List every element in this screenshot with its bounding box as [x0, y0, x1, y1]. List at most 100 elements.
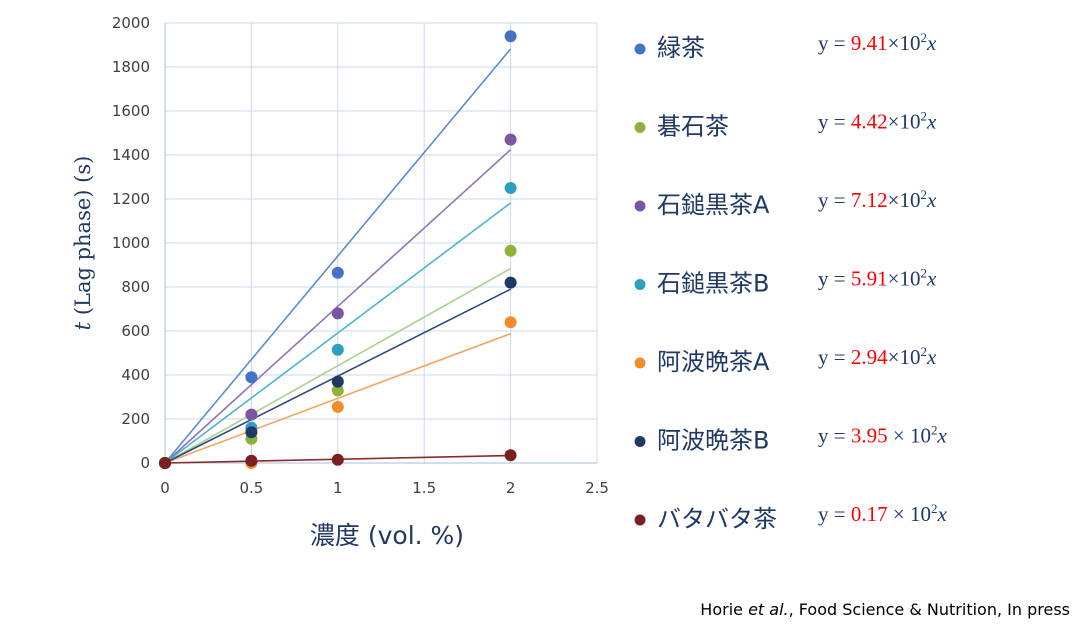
legend-marker — [634, 200, 646, 212]
equation-times: × — [888, 345, 900, 369]
legend-item: 緑茶 y = 9.41×102x — [634, 30, 937, 62]
equation-exponent: 2 — [920, 109, 927, 124]
data-point-7 — [504, 449, 517, 462]
y-tick-label: 2000 — [112, 14, 150, 32]
legend-label: 石鎚黒茶B — [657, 270, 769, 298]
equation-prefix: y = — [818, 424, 851, 448]
legend-label: 阿波晩茶A — [657, 348, 770, 376]
equation-base: 10 — [899, 267, 920, 291]
legend-item: 碁石茶 y = 4.42×102x — [634, 109, 937, 141]
citation: Horie et al., Food Science & Nutrition, … — [700, 600, 1070, 619]
legend-label: 緑茶 — [657, 34, 705, 62]
equation-exponent: 2 — [920, 187, 927, 202]
equation-base: 10 — [910, 424, 931, 448]
trendline-1 — [164, 48, 512, 464]
citation-source: , Food Science & Nutrition, In press — [789, 600, 1070, 619]
fit-equation: y = 7.12×102x — [818, 187, 937, 212]
equation-coefficient: 4.42 — [851, 110, 888, 134]
fit-equation: y = 3.95 × 102x — [818, 423, 947, 448]
trendline-2 — [164, 267, 511, 464]
legend-item: 阿波晩茶B y = 3.95 × 102x — [634, 423, 947, 455]
citation-etal: et al. — [748, 600, 789, 619]
equation-exponent: 2 — [920, 266, 927, 281]
y-tick-label: 400 — [121, 366, 150, 384]
equation-times: × — [888, 267, 900, 291]
y-tick-label: 1800 — [112, 58, 150, 76]
y-tick-label: 1000 — [112, 234, 150, 252]
legend-marker — [634, 436, 646, 447]
data-point-4 — [331, 343, 344, 356]
x-tick-label: 2 — [506, 479, 516, 497]
legend-marker — [634, 514, 646, 526]
y-tick-label: 1400 — [112, 146, 150, 164]
equation-coefficient: 2.94 — [851, 345, 888, 369]
equation-variable: x — [926, 110, 937, 134]
data-point-7 — [245, 454, 258, 467]
citation-authors: Horie — [700, 600, 748, 619]
fit-equation: y = 9.41×102x — [818, 30, 937, 55]
legend-marker — [634, 279, 646, 290]
equation-variable: x — [926, 345, 937, 369]
data-points — [159, 30, 517, 469]
x-tick-label: 1.5 — [412, 479, 436, 497]
legend-label: 阿波晩茶B — [657, 427, 769, 455]
equation-prefix: y = — [818, 502, 851, 526]
legend-marker — [634, 122, 646, 133]
equation-base: 10 — [899, 110, 920, 134]
equation-times: × — [888, 424, 910, 448]
data-point-6 — [245, 426, 258, 439]
equation-times: × — [888, 188, 900, 212]
legend-item: 阿波晩茶A y = 2.94×102x — [634, 344, 937, 376]
fit-equation: y = 4.42×102x — [818, 109, 937, 134]
data-point-3 — [504, 133, 517, 146]
data-point-1 — [504, 30, 517, 43]
legend-marker — [634, 43, 646, 55]
equation-variable: x — [926, 188, 937, 212]
data-point-5 — [504, 316, 517, 329]
equation-prefix: y = — [818, 267, 851, 291]
x-tick-label: 1 — [333, 479, 343, 497]
fit-equation: y = 5.91×102x — [818, 266, 937, 291]
equation-base: 10 — [910, 502, 931, 526]
axes — [164, 23, 597, 464]
equation-variable: x — [926, 31, 937, 55]
legend-label: バタバタ茶 — [657, 505, 777, 533]
fit-equation: y = 2.94×102x — [818, 344, 937, 369]
trendline-4 — [164, 202, 512, 464]
equation-base: 10 — [899, 31, 920, 55]
y-tick-label: 800 — [121, 278, 150, 296]
data-point-1 — [245, 371, 258, 384]
legend-label: 碁石茶 — [657, 113, 729, 141]
data-point-2 — [331, 384, 344, 397]
data-point-5 — [331, 400, 344, 413]
data-point-7 — [331, 453, 344, 466]
equation-base: 10 — [899, 345, 920, 369]
y-tick-label: 1600 — [112, 102, 150, 120]
data-point-2 — [504, 244, 517, 257]
data-point-4 — [504, 182, 517, 194]
x-tick-label: 0.5 — [239, 479, 263, 497]
equation-variable: x — [936, 502, 947, 526]
equation-exponent: 2 — [920, 30, 927, 45]
equation-times: × — [888, 110, 900, 134]
x-tick-label: 2.5 — [585, 479, 609, 497]
equation-prefix: y = — [818, 110, 851, 134]
data-point-7 — [159, 457, 171, 469]
equation-exponent: 2 — [920, 344, 927, 359]
legend-label: 石鎚黒茶A — [657, 191, 770, 219]
legend-item: 石鎚黒茶A y = 7.12×102x — [634, 187, 937, 219]
equation-prefix: y = — [818, 31, 851, 55]
legend-item: バタバタ茶 y = 0.17 × 102x — [634, 501, 947, 533]
y-axis-title-variable: t — [71, 321, 95, 330]
gridlines — [165, 22, 598, 463]
x-axis-title: 濃度 (vol. %) — [310, 521, 464, 550]
y-tick-label: 0 — [140, 454, 150, 472]
equation-coefficient: 9.41 — [851, 31, 888, 55]
data-point-3 — [245, 408, 258, 421]
equation-variable: x — [936, 424, 947, 448]
data-point-1 — [331, 266, 344, 279]
fit-equation: y = 0.17 × 102x — [818, 501, 947, 526]
data-point-6 — [504, 276, 517, 289]
